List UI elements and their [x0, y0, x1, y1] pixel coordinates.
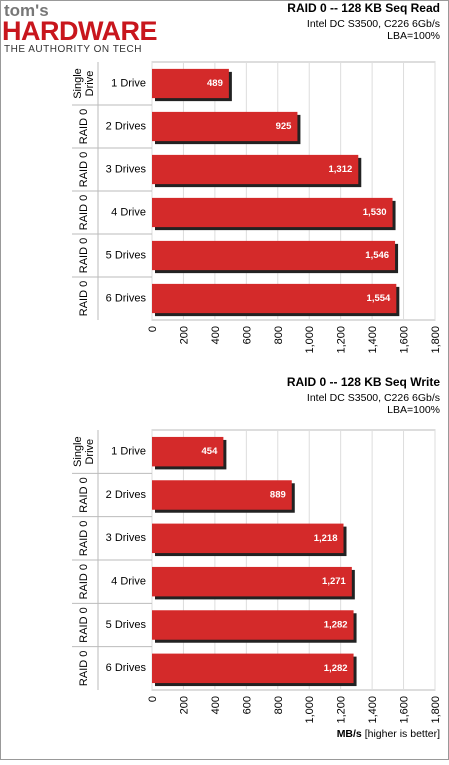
x-tick-label: 1,000 — [304, 326, 316, 354]
x-axis-label: MB/s [higher is better] — [337, 728, 440, 740]
x-tick-label: 1,800 — [430, 326, 442, 354]
chart-subtitle: LBA=100% — [387, 30, 440, 42]
group-label: RAID 0 — [78, 281, 90, 316]
logo-tagline: THE AUTHORITY ON TECH — [4, 44, 142, 55]
group-label: RAID 0 — [78, 564, 90, 599]
x-tick-label: 1,400 — [367, 696, 379, 724]
value-label: 889 — [270, 490, 286, 501]
value-label: 489 — [207, 78, 223, 89]
bar — [152, 283, 397, 314]
logo-main: HARDWARE — [2, 16, 157, 46]
group-label: RAID 0 — [78, 607, 90, 642]
x-tick-label: 1,200 — [336, 696, 348, 724]
x-tick-label: 1,400 — [367, 326, 379, 354]
group-label: RAID 0 — [78, 195, 90, 230]
group-label: RAID 0 — [78, 651, 90, 686]
plot-area — [151, 429, 436, 691]
value-label: 1,218 — [314, 533, 338, 544]
chart-subtitle: Intel DC S3500, C226 6Gb/s — [307, 18, 440, 30]
bar — [152, 68, 229, 99]
value-label: 1,546 — [365, 250, 389, 261]
x-axis-note: [higher is better] — [365, 728, 440, 740]
category-label: 5 Drives — [106, 249, 147, 261]
x-tick-label: 0 — [147, 326, 159, 332]
x-tick-label: 800 — [273, 326, 285, 344]
bar — [152, 154, 359, 185]
value-label: 1,554 — [367, 293, 391, 304]
value-label: 1,312 — [328, 164, 352, 175]
bar — [152, 610, 354, 640]
bar — [152, 566, 352, 597]
bar — [152, 111, 298, 142]
group-label: RAID 0 — [78, 109, 90, 144]
logo-top: tom's — [4, 1, 49, 20]
chart-subtitle: LBA=100% — [387, 404, 440, 416]
chart-subtitle: Intel DC S3500, C226 6Gb/s — [307, 392, 440, 404]
x-axis-unit: MB/s — [337, 728, 362, 740]
category-label: 2 Drives — [106, 120, 147, 132]
bar — [152, 197, 393, 228]
x-tick-label: 1,800 — [430, 696, 442, 724]
category-label: 6 Drives — [106, 662, 147, 674]
group-label: RAID 0 — [78, 477, 90, 512]
bar — [152, 480, 292, 510]
plot-area — [151, 61, 436, 321]
category-label: 6 Drives — [106, 292, 147, 304]
group-label: RAID 0 — [78, 238, 90, 273]
x-tick-label: 400 — [210, 696, 222, 714]
x-tick-label: 0 — [147, 696, 159, 702]
chart-title: RAID 0 -- 128 KB Seq Read — [287, 1, 440, 15]
bar — [152, 653, 354, 684]
group-label: Drive — [84, 71, 96, 97]
bar — [152, 436, 224, 467]
chart-title: RAID 0 -- 128 KB Seq Write — [287, 375, 440, 389]
value-label: 1,271 — [322, 576, 346, 587]
group-label: Drive — [84, 439, 96, 465]
x-tick-label: 600 — [241, 696, 253, 714]
category-label: 4 Drive — [111, 206, 146, 218]
x-tick-label: 600 — [241, 326, 253, 344]
category-label: 2 Drives — [106, 489, 147, 501]
x-tick-label: 200 — [178, 696, 190, 714]
value-label: 454 — [202, 446, 219, 457]
x-tick-label: 200 — [178, 326, 190, 344]
value-label: 1,530 — [363, 207, 387, 218]
x-tick-label: 1,600 — [399, 326, 411, 354]
x-tick-label: 1,600 — [399, 696, 411, 724]
category-label: 1 Drive — [111, 77, 146, 89]
value-label: 925 — [276, 121, 293, 132]
x-tick-label: 1,000 — [304, 696, 316, 724]
category-label: 4 Drive — [111, 576, 146, 588]
group-label: RAID 0 — [78, 152, 90, 187]
category-label: 5 Drives — [106, 619, 147, 631]
category-label: 3 Drives — [106, 163, 147, 175]
group-label: Single — [72, 68, 84, 99]
value-label: 1,282 — [324, 620, 348, 631]
x-tick-label: 400 — [210, 326, 222, 344]
group-label: RAID 0 — [78, 521, 90, 556]
value-label: 1,282 — [324, 663, 348, 674]
x-tick-label: 1,200 — [336, 326, 348, 354]
group-label: Single — [72, 436, 84, 467]
category-label: 3 Drives — [106, 532, 147, 544]
x-tick-label: 800 — [273, 696, 285, 714]
bar — [152, 523, 344, 554]
bar — [152, 240, 396, 271]
category-label: 1 Drive — [111, 446, 146, 458]
